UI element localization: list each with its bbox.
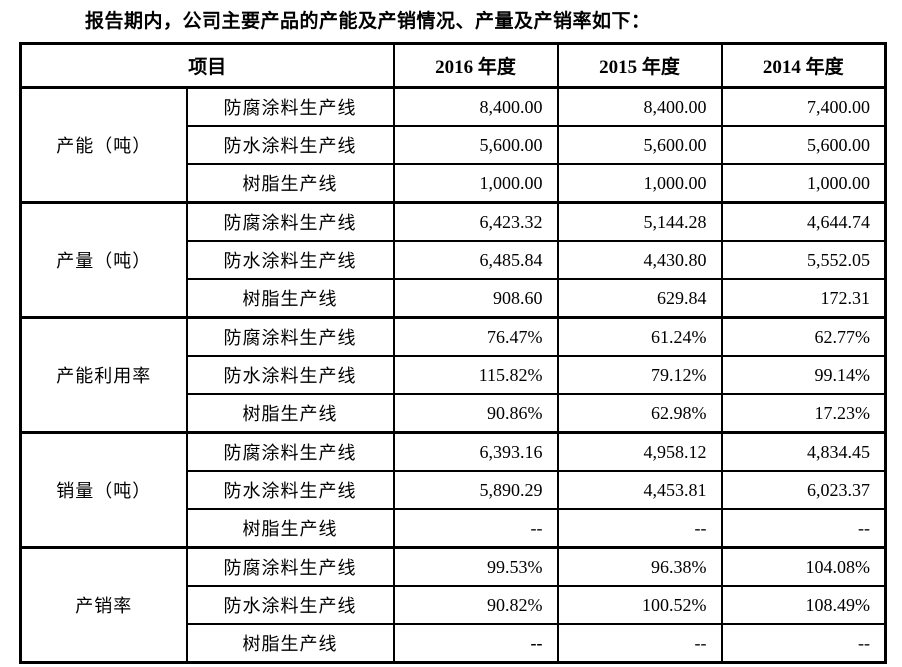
value-cell: 17.23% [720,393,887,434]
value-cell: 5,600.00 [556,125,723,165]
value-cell: -- [392,508,559,549]
table-row: 树脂生产线 1,000.00 1,000.00 1,000.00 [21,163,887,204]
value-cell: 108.49% [720,585,887,625]
product-line-label: 防水涂料生产线 [185,585,395,625]
table-row: 防水涂料生产线 5,600.00 5,600.00 5,600.00 [21,125,887,165]
table-header: 项目 2016 年度 2015 年度 2014 年度 [19,42,887,89]
production-sales-table: 项目 2016 年度 2015 年度 2014 年度 产能（吨） 防腐涂料生产线 8… [19,42,888,664]
table-row: 树脂生产线 90.86% 62.98% 17.23% [21,393,887,434]
value-cell: 908.60 [392,278,559,319]
value-cell: 5,552.05 [720,240,887,280]
product-line-label: 树脂生产线 [185,163,395,204]
page-title: 报告期内，公司主要产品的产能及产销情况、产量及产销率如下： [85,11,651,32]
table-body: 产能（吨） 防腐涂料生产线 8,400.00 8,400.00 7,400.00 防水涂料… [19,86,887,664]
product-line-label: 树脂生产线 [185,393,395,434]
product-line-label: 防腐涂料生产线 [185,86,395,127]
value-cell: 99.53% [392,546,559,587]
value-cell: -- [392,623,559,664]
table-row: 防水涂料生产线 90.82% 100.52% 108.49% [21,585,887,625]
value-cell: -- [556,623,723,664]
value-cell: 6,423.32 [392,201,559,242]
table-row: 树脂生产线 -- -- -- [21,508,887,549]
value-cell: 62.98% [556,393,723,434]
value-cell: 104.08% [720,546,887,587]
product-line-label: 树脂生产线 [185,278,395,319]
value-cell: 4,958.12 [556,431,723,472]
value-cell: -- [720,508,887,549]
value-cell: 629.84 [556,278,723,319]
table-row: 销量（吨） 防腐涂料生产线 6,393.16 4,958.12 4,834.45 [19,431,887,549]
table-row: 防水涂料生产线 6,485.84 4,430.80 5,552.05 [21,240,887,280]
header-year-2015: 2015 年度 [556,42,723,89]
value-cell: 7,400.00 [720,86,887,127]
product-line-label: 防水涂料生产线 [185,470,395,510]
group-label: 产能利用率 [19,316,188,434]
product-line-label: 防水涂料生产线 [185,125,395,165]
product-line-label: 防水涂料生产线 [185,355,395,395]
value-cell: 1,000.00 [556,163,723,204]
value-cell: 6,023.37 [720,470,887,510]
value-cell: 172.31 [720,278,887,319]
table-row: 树脂生产线 908.60 629.84 172.31 [21,278,887,319]
value-cell: 5,600.00 [720,125,887,165]
value-cell: 1,000.00 [720,163,887,204]
header-year-2016: 2016 年度 [392,42,559,89]
table-row: 产销率 防腐涂料生产线 99.53% 96.38% 104.08% [19,546,887,664]
product-line-label: 防腐涂料生产线 [185,316,395,357]
value-cell: 1,000.00 [392,163,559,204]
product-line-label: 防水涂料生产线 [185,240,395,280]
value-cell: 90.86% [392,393,559,434]
table-row: 产能利用率 防腐涂料生产线 76.47% 61.24% 62.77% [19,316,887,434]
value-cell: 79.12% [556,355,723,395]
value-cell: 99.14% [720,355,887,395]
value-cell: 62.77% [720,316,887,357]
header-year-2014: 2014 年度 [720,42,887,89]
value-cell: 5,600.00 [392,125,559,165]
value-cell: 115.82% [392,355,559,395]
product-line-label: 防腐涂料生产线 [185,431,395,472]
value-cell: 8,400.00 [556,86,723,127]
product-line-label: 防腐涂料生产线 [185,201,395,242]
group-label: 产能（吨） [19,86,188,204]
value-cell: 4,430.80 [556,240,723,280]
value-cell: 5,144.28 [556,201,723,242]
header-row: 项目 2016 年度 2015 年度 2014 年度 [19,42,887,89]
table-row: 产能（吨） 防腐涂料生产线 8,400.00 8,400.00 7,400.00 [19,86,887,204]
product-line-label: 树脂生产线 [185,508,395,549]
value-cell: 6,485.84 [392,240,559,280]
value-cell: 90.82% [392,585,559,625]
value-cell: 96.38% [556,546,723,587]
value-cell: 5,890.29 [392,470,559,510]
value-cell: 4,453.81 [556,470,723,510]
value-cell: 61.24% [556,316,723,357]
table-row: 树脂生产线 -- -- -- [21,623,887,664]
value-cell: 4,644.74 [720,201,887,242]
product-line-label: 防腐涂料生产线 [185,546,395,587]
group-label: 产销率 [19,546,188,664]
header-item: 项目 [19,42,395,89]
value-cell: 76.47% [392,316,559,357]
value-cell: 100.52% [556,585,723,625]
product-line-label: 树脂生产线 [185,623,395,664]
group-label: 产量（吨） [19,201,188,319]
table-row: 产量（吨） 防腐涂料生产线 6,423.32 5,144.28 4,644.74 [19,201,887,319]
group-label: 销量（吨） [19,431,188,549]
table-row: 防水涂料生产线 5,890.29 4,453.81 6,023.37 [21,470,887,510]
value-cell: 4,834.45 [720,431,887,472]
value-cell: 8,400.00 [392,86,559,127]
value-cell: -- [556,508,723,549]
value-cell: -- [720,623,887,664]
value-cell: 6,393.16 [392,431,559,472]
table-row: 防水涂料生产线 115.82% 79.12% 99.14% [21,355,887,395]
